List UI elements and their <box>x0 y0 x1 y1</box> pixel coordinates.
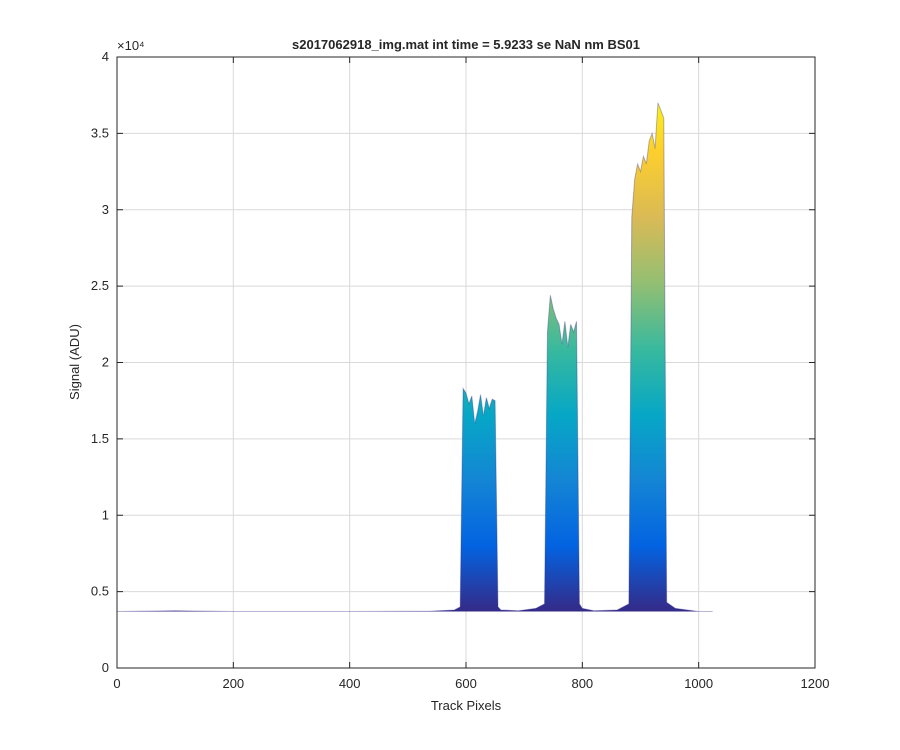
signal-area <box>117 102 713 612</box>
y-ticks: 0 0.5 1 1.5 2 2.5 3 3.5 4 <box>91 49 815 675</box>
y-tick-label: 2 <box>102 355 109 370</box>
y-tick-label: 3.5 <box>91 125 109 140</box>
x-tick-label: 600 <box>455 676 477 691</box>
data-layer <box>117 102 713 612</box>
y-axis-label: Signal (ADU) <box>67 324 82 400</box>
x-tick-label: 1000 <box>684 676 713 691</box>
y-tick-label: 1 <box>102 507 109 522</box>
y-tick-label: 4 <box>102 49 109 64</box>
x-ticks: 0 200 400 600 800 1000 1200 <box>113 57 829 691</box>
x-tick-label: 400 <box>339 676 361 691</box>
x-tick-label: 0 <box>113 676 120 691</box>
x-tick-label: 200 <box>222 676 244 691</box>
signal-line <box>117 102 713 612</box>
y-tick-label: 3 <box>102 202 109 217</box>
x-tick-label: 800 <box>571 676 593 691</box>
y-tick-label: 1.5 <box>91 431 109 446</box>
y-tick-label: 0.5 <box>91 584 109 599</box>
y-tick-label: 2.5 <box>91 278 109 293</box>
y-exponent-label: ×10⁴ <box>117 38 145 53</box>
y-tick-label: 0 <box>102 660 109 675</box>
x-axis-label: Track Pixels <box>431 698 502 713</box>
chart-title: s2017062918_img.mat int time = 5.9233 se… <box>292 37 640 52</box>
grid <box>117 57 815 668</box>
x-tick-label: 1200 <box>801 676 830 691</box>
